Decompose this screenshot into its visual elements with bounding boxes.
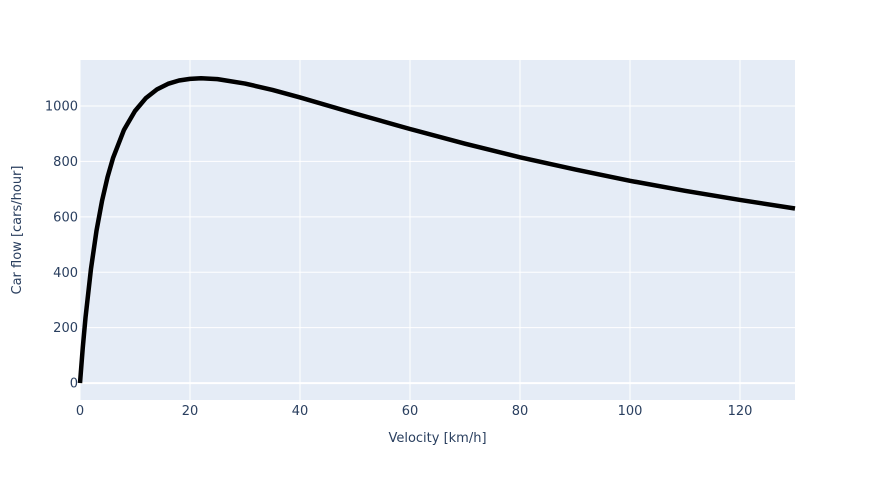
y-tick-label: 0 bbox=[70, 377, 78, 392]
y-axis-title: Car flow [cars/hour] bbox=[10, 166, 25, 295]
x-tick-label: 80 bbox=[512, 404, 529, 419]
x-tick-label: 0 bbox=[76, 404, 84, 419]
y-tick-label: 400 bbox=[53, 266, 78, 281]
plot-area bbox=[80, 60, 795, 400]
x-tick-label: 20 bbox=[182, 404, 199, 419]
x-tick-label: 40 bbox=[292, 404, 309, 419]
y-tick-label: 800 bbox=[53, 155, 78, 170]
x-tick-label: 100 bbox=[618, 404, 643, 419]
x-tick-label: 120 bbox=[728, 404, 753, 419]
y-tick-label: 1000 bbox=[45, 99, 78, 114]
x-tick-label: 60 bbox=[402, 404, 419, 419]
data-line bbox=[77, 76, 796, 384]
y-tick-label: 600 bbox=[53, 210, 78, 225]
x-axis-title: Velocity [km/h] bbox=[388, 431, 486, 446]
y-tick-label: 200 bbox=[53, 321, 78, 336]
